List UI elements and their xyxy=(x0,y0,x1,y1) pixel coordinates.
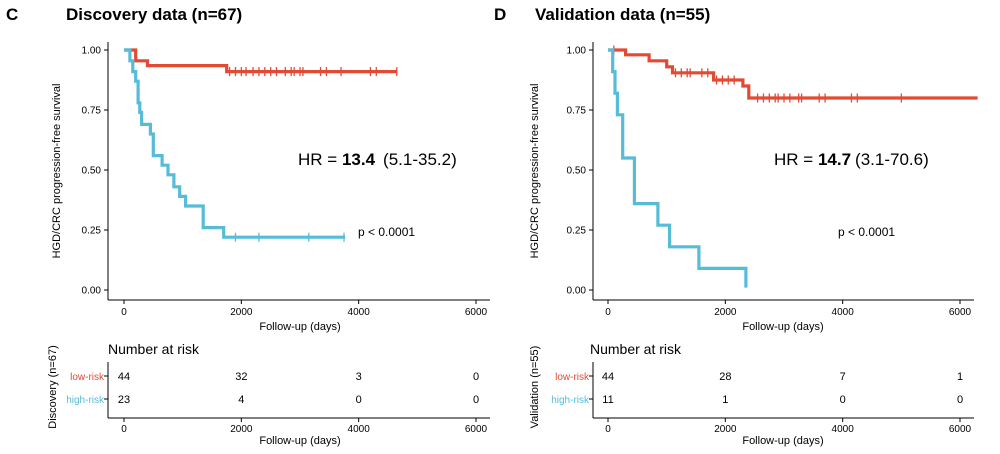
survival-line-low-risk xyxy=(608,48,978,100)
risk-table-title: Number at risk xyxy=(590,341,682,357)
risk-y-label: Discovery (n=67) xyxy=(47,345,59,428)
risk-count: 0 xyxy=(840,394,846,406)
risk-row-label-low-risk: low-risk xyxy=(555,372,590,383)
y-tick-label: 0.75 xyxy=(567,106,587,117)
risk-count: 1 xyxy=(722,394,728,406)
x-axis-label: Follow-up (days) xyxy=(742,321,823,333)
risk-count: 44 xyxy=(118,371,130,383)
axis-ticks: 0.00 0.25 0.50 0.75 1.00 0 2000 4000 6000 xyxy=(567,46,972,319)
risk-count: 1 xyxy=(957,371,963,383)
x-tick-label: 4000 xyxy=(348,307,371,318)
risk-row-label-high-risk: high-risk xyxy=(551,395,590,406)
risk-count: 0 xyxy=(473,394,479,406)
survival-line-high-risk xyxy=(608,48,748,288)
risk-count: 28 xyxy=(719,371,731,383)
y-tick-label: 0.50 xyxy=(82,166,102,177)
x-tick-label: 0 xyxy=(121,307,127,318)
survival-line-high-risk xyxy=(124,48,346,239)
hr-ci: (3.1-70.6) xyxy=(855,150,929,169)
risk-x-axis-label: Follow-up (days) xyxy=(742,435,823,447)
risk-count: 0 xyxy=(957,394,963,406)
risk-count: 32 xyxy=(235,371,247,383)
risk-x-tick-label: 2000 xyxy=(714,424,737,435)
risk-x-tick-label: 0 xyxy=(121,424,127,435)
hazard-ratio: HR = 14.7 (3.1-70.6) xyxy=(774,150,929,169)
risk-count: 3 xyxy=(356,371,362,383)
panel-letter: D xyxy=(494,5,506,24)
y-tick-label: 0.25 xyxy=(567,226,587,237)
hazard-ratio: HR = 13.4 (5.1-35.2) xyxy=(298,150,457,169)
x-axis-label: Follow-up (days) xyxy=(259,321,340,333)
hr-ci: (5.1-35.2) xyxy=(383,150,457,169)
risk-x-tick-label: 2000 xyxy=(230,424,253,435)
panel-c: C Discovery data (n=67) 0.00 0.25 0.50 0.75… xyxy=(6,5,490,447)
hr-prefix: HR = xyxy=(774,150,818,169)
risk-x-tick-label: 4000 xyxy=(832,424,855,435)
panel-d: D Validation data (n=55) 0.00 0.25 0.50 0.7… xyxy=(494,5,978,447)
risk-count: 23 xyxy=(118,394,130,406)
y-tick-label: 0.75 xyxy=(82,106,102,117)
risk-x-tick-label: 6000 xyxy=(465,424,488,435)
risk-count: 11 xyxy=(602,394,613,406)
panel-letter: C xyxy=(6,5,18,24)
y-tick-label: 0.00 xyxy=(82,286,102,297)
x-tick-label: 6000 xyxy=(465,307,488,318)
survival-curves xyxy=(124,48,398,242)
risk-count: 44 xyxy=(602,371,614,383)
risk-table-title: Number at risk xyxy=(108,341,200,357)
risk-row-label-high-risk: high-risk xyxy=(66,395,105,406)
risk-count: 0 xyxy=(356,394,362,406)
x-tick-label: 4000 xyxy=(832,307,855,318)
x-tick-label: 6000 xyxy=(949,307,972,318)
panel-title: Validation data (n=55) xyxy=(535,5,710,24)
hr-value: 14.7 xyxy=(818,150,851,169)
risk-y-label: Validation (n=55) xyxy=(529,346,541,429)
survival-line-low-risk xyxy=(124,48,397,74)
panel-title: Discovery data (n=67) xyxy=(66,5,242,24)
survival-curves xyxy=(608,45,978,288)
x-tick-label: 0 xyxy=(605,307,611,318)
risk-x-tick-label: 0 xyxy=(605,424,611,435)
y-axis-label: HGD/CRC progression-free survival xyxy=(529,84,541,259)
p-value: p < 0.0001 xyxy=(358,225,415,239)
x-tick-label: 2000 xyxy=(230,307,253,318)
y-tick-label: 0.00 xyxy=(567,286,587,297)
risk-count: 7 xyxy=(840,371,846,383)
y-axis-label: HGD/CRC progression-free survival xyxy=(51,84,63,259)
p-value: p < 0.0001 xyxy=(838,225,895,239)
axis-ticks: 0.00 0.25 0.50 0.75 1.00 0 2000 4000 6000 xyxy=(82,46,488,319)
risk-count: 0 xyxy=(473,371,479,383)
x-tick-label: 2000 xyxy=(714,307,737,318)
risk-x-tick-label: 6000 xyxy=(949,424,972,435)
y-tick-label: 1.00 xyxy=(82,46,102,57)
risk-row-label-low-risk: low-risk xyxy=(70,372,105,383)
risk-count: 4 xyxy=(238,394,244,406)
y-tick-label: 0.50 xyxy=(567,166,587,177)
risk-x-axis-label: Follow-up (days) xyxy=(259,435,340,447)
hr-prefix: HR = xyxy=(298,150,342,169)
risk-x-tick-label: 4000 xyxy=(348,424,371,435)
y-tick-label: 1.00 xyxy=(567,46,587,57)
hr-value: 13.4 xyxy=(342,150,376,169)
y-tick-label: 0.25 xyxy=(82,226,102,237)
